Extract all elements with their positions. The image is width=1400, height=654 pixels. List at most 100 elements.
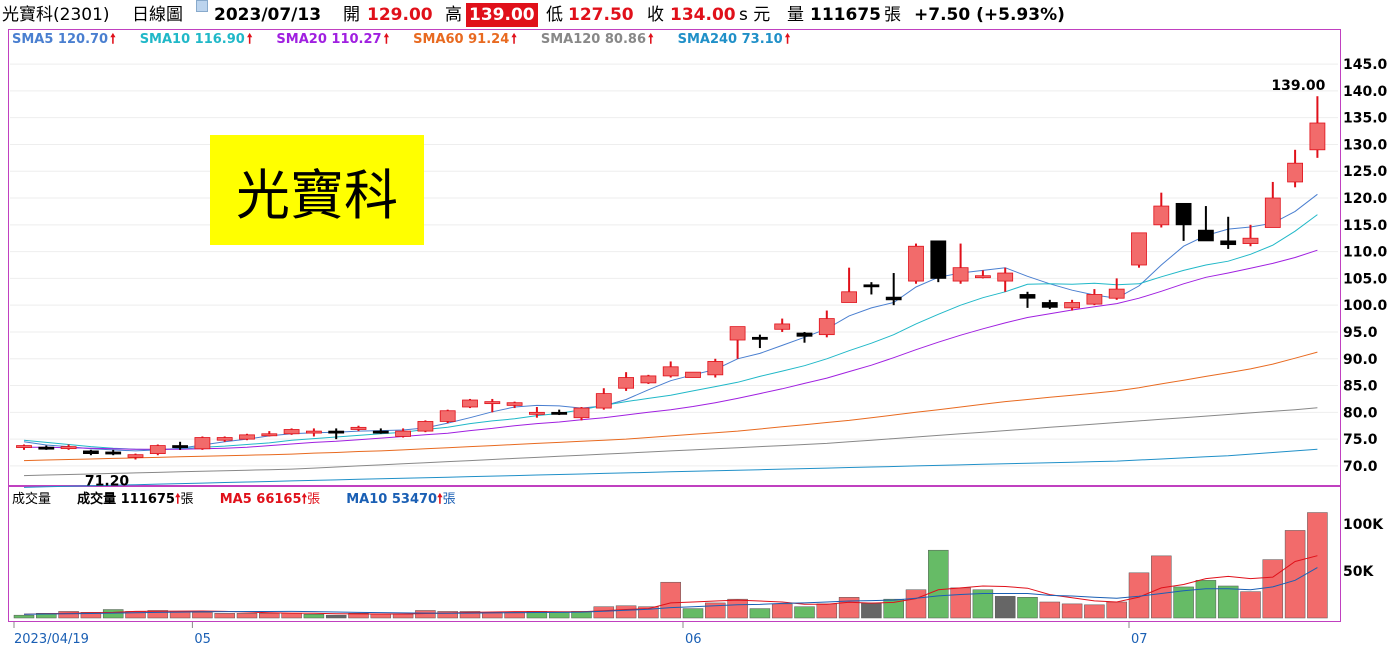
candle-body (618, 377, 634, 389)
candle-body (1264, 197, 1281, 228)
ma5-legend: MA5 66165 (219, 492, 302, 507)
y-tick-label: 120.0 (1343, 191, 1388, 207)
candle-body (1041, 302, 1058, 308)
volume-bar (682, 608, 704, 619)
candle-body (105, 451, 122, 455)
volume-bar (749, 608, 771, 619)
y-tick-label: 85.0 (1343, 379, 1378, 395)
x-tick-label: 06 (685, 632, 702, 647)
sma-legend-text: SMA240 73.10 (677, 32, 783, 47)
sma-legend-text: SMA60 91.24 (413, 32, 510, 47)
sma-legend-item: SMA120 80.86 🠕 (541, 32, 654, 47)
candle-body (1019, 294, 1036, 299)
y-tick-label: 110.0 (1343, 245, 1388, 261)
candle-body (38, 446, 55, 450)
volume-bar (192, 612, 213, 619)
volume-bar (437, 611, 458, 619)
period-label[interactable]: 日線圖 (132, 5, 183, 25)
volume-bar (705, 602, 726, 619)
volume-bar (236, 613, 258, 619)
y-tick-label: 145.0 (1343, 57, 1388, 73)
y-tick-label: 90.0 (1343, 352, 1378, 368)
sma-line-sma120 (23, 407, 1318, 477)
candle-body (83, 450, 99, 455)
volume-bar (459, 611, 481, 619)
stock-name[interactable]: 光寶科(2301) (2, 5, 110, 25)
volume-bar (1106, 601, 1127, 619)
volume-bar (1017, 597, 1038, 619)
candle-body (149, 445, 166, 455)
candle-body (885, 296, 902, 301)
candle-body (283, 429, 300, 435)
volume-bar (370, 613, 392, 619)
candle-body (529, 411, 545, 415)
volume-bar (1262, 559, 1284, 619)
candle-body (239, 434, 255, 440)
x-tick-label: 05 (194, 632, 211, 647)
candle-body (506, 402, 523, 406)
sma-line-sma60 (23, 351, 1318, 462)
candle-body (662, 366, 679, 377)
ma10-legend-unit: 張 (442, 492, 456, 507)
sma-legend-item: SMA5 120.70 🠕 (12, 32, 116, 47)
close-value: 134.00 (670, 5, 736, 25)
volume-bar (615, 605, 637, 619)
candle-body (261, 433, 278, 437)
ma10-legend: MA10 53470 (346, 492, 438, 507)
volume-bar (660, 581, 681, 619)
candle-body (729, 326, 746, 341)
volume-bar (905, 589, 927, 619)
currency-label: s 元 (739, 5, 771, 25)
volume-bar (1284, 530, 1306, 619)
candle-body (1108, 288, 1125, 299)
volume-bar (281, 613, 302, 619)
candle-body (595, 393, 612, 409)
y-tick-label: 130.0 (1343, 137, 1388, 153)
sma-line-sma20 (24, 249, 1318, 450)
price-panel[interactable] (8, 29, 1341, 486)
candle-body (863, 284, 880, 288)
volume-bar (147, 610, 169, 619)
candle-body (908, 245, 924, 282)
candle-body (1086, 294, 1103, 305)
volume-bar (214, 613, 235, 619)
up-arrow-icon: 🠕 (511, 32, 517, 47)
volume-tick-label: 50K (1343, 564, 1374, 580)
high-label: 高 (445, 5, 462, 25)
sma-legend-text: SMA20 110.27 (276, 32, 382, 47)
sma-legend-item: SMA20 110.27 🠕 (276, 32, 389, 47)
up-arrow-icon: 🠕 (301, 492, 308, 507)
up-arrow-icon: 🠕 (784, 32, 791, 47)
volume-ma10-line (23, 567, 1318, 615)
low-price-label: 71.20 (85, 473, 130, 489)
volume-bar (392, 613, 414, 619)
volume-bar (994, 596, 1016, 619)
up-arrow-icon: 🠕 (648, 32, 654, 47)
volume-bar (36, 613, 57, 619)
y-tick-label: 100.0 (1343, 298, 1388, 314)
change-value: +7.50 (+5.93%) (914, 5, 1065, 25)
y-tick-label: 105.0 (1343, 271, 1388, 287)
volume-bar (303, 613, 325, 619)
x-tick-label: 2023/04/19 (14, 632, 89, 647)
up-arrow-icon: 🠕 (174, 492, 181, 507)
volume-bar (1039, 601, 1061, 619)
sma-legend: SMA5 120.70 🠕 SMA10 116.90 🠕 SMA20 110.27 🠕 SM… (12, 30, 814, 48)
sma-legend-item: SMA10 116.90 🠕 (140, 32, 253, 47)
volume-bar (1240, 591, 1261, 619)
candle-body (350, 426, 367, 430)
volume-bar (102, 609, 124, 619)
volume-bar (771, 603, 793, 619)
quote-date: 2023/07/13 (214, 5, 322, 25)
y-tick-label: 95.0 (1343, 325, 1378, 341)
candle-body (172, 445, 189, 448)
volume-bar (1173, 586, 1194, 619)
volume-bar (638, 606, 659, 619)
candle-body (194, 437, 211, 450)
volume-bar (794, 606, 815, 619)
volume-legend-label: 成交量 (12, 492, 52, 507)
volume-legend: 成交量 成交量 111675🠕張 MA5 66165🠕張 MA10 53470🠕… (12, 488, 500, 512)
candle-body (551, 411, 568, 415)
volume-panel[interactable] (8, 486, 1341, 622)
